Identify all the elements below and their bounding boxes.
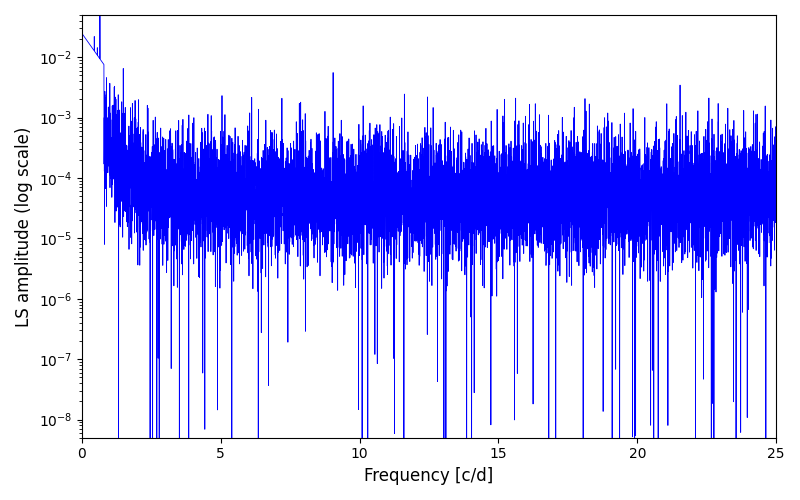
X-axis label: Frequency [c/d]: Frequency [c/d] <box>364 467 494 485</box>
Y-axis label: LS amplitude (log scale): LS amplitude (log scale) <box>15 126 33 326</box>
